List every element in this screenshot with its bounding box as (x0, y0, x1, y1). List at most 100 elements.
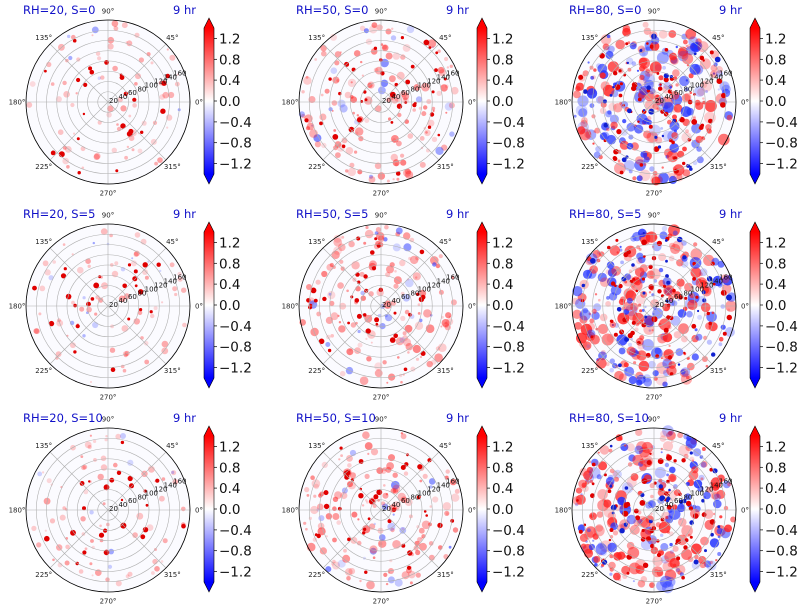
field-blob (405, 343, 413, 351)
field-blob (390, 35, 397, 41)
field-core (651, 316, 658, 323)
field-blob (153, 306, 158, 311)
field-blob (368, 176, 376, 183)
field-blob (396, 140, 402, 147)
field-blob (605, 110, 612, 118)
field-blob (644, 68, 654, 77)
field-blob (589, 103, 595, 108)
field-blob (130, 260, 137, 267)
field-blob (575, 487, 583, 494)
field-core (313, 298, 318, 303)
field-blob (611, 90, 619, 98)
field-blob (692, 160, 698, 166)
field-core (339, 446, 343, 450)
angle-tick-label: 90° (375, 212, 387, 220)
field-blob (330, 33, 337, 41)
field-blob (702, 97, 705, 100)
field-blob (339, 259, 344, 264)
field-blob (169, 54, 176, 61)
field-blob (657, 488, 666, 497)
panel-time-label: 9 hr (173, 411, 196, 425)
colorbar-outline (749, 425, 761, 593)
field-core-negative (679, 499, 684, 505)
field-blob (400, 380, 403, 384)
field-blob (720, 304, 726, 309)
angle-tick-label: 90° (102, 416, 114, 424)
field-core (403, 367, 408, 372)
field-blob (90, 381, 92, 383)
field-blob (124, 155, 128, 160)
field-blob (626, 346, 636, 356)
field-blob (394, 578, 403, 587)
radial-tick-label: 120 (154, 486, 167, 494)
angle-tick-label: 180° (555, 99, 572, 107)
field-blob (327, 291, 336, 300)
field-blob (134, 32, 140, 38)
field-core (323, 490, 329, 496)
field-blob (313, 483, 320, 490)
field-blob (330, 67, 338, 74)
angular-gridline (322, 247, 382, 307)
field-blob (427, 119, 435, 127)
angular-gridline (380, 509, 440, 569)
field-core (722, 331, 727, 336)
field-blob (442, 502, 451, 511)
field-core-negative (697, 309, 700, 313)
field-blob (75, 92, 78, 95)
field-blob (590, 75, 595, 80)
field-blob (144, 359, 150, 365)
field-blob (609, 245, 621, 256)
field-core (631, 85, 637, 92)
colorbar-tick-label: 1.2 (492, 235, 513, 251)
field-blob (615, 364, 619, 369)
colorbar-tick-label: 0.4 (219, 73, 240, 89)
field-blob (645, 46, 651, 52)
field-blob (454, 488, 460, 494)
radial-tick-label: 40 (118, 501, 127, 509)
field-blob (661, 225, 668, 232)
colorbar-tick-label: 1.2 (492, 439, 513, 455)
field-blob (629, 42, 637, 50)
field-core (613, 156, 618, 161)
field-blob (432, 109, 435, 112)
colorbar-tick-label: −0.8 (219, 136, 252, 152)
field-core (721, 92, 727, 99)
field-core-negative (665, 259, 668, 263)
field-blob (588, 312, 592, 316)
field-blob (379, 534, 386, 541)
radial-tick-label: 40 (118, 297, 127, 305)
angle-tick-label: 225° (308, 367, 325, 375)
field-blob (132, 103, 137, 108)
field-blob (95, 295, 100, 300)
field-blob (700, 477, 704, 481)
field-blob (393, 298, 396, 301)
field-core (663, 77, 669, 83)
field-blob (385, 28, 392, 35)
field-blob (49, 518, 56, 524)
field-blob (689, 91, 693, 94)
field-core-negative (693, 559, 699, 565)
field-core-negative (668, 488, 671, 492)
field-blob (689, 456, 695, 462)
colorbar-tick-label: −0.8 (219, 544, 252, 560)
colorbar-tick-label: 0.0 (219, 298, 240, 314)
field-core (363, 274, 368, 279)
field-core (370, 250, 375, 255)
field-blob (390, 300, 397, 306)
field-blob (597, 272, 607, 282)
field-blob (691, 353, 699, 361)
field-blob (609, 567, 614, 572)
colorbar-extend-min (477, 582, 487, 592)
angle-tick-label: 315° (437, 367, 454, 375)
field-blob (662, 381, 668, 387)
colorbar-tick-label: −0.4 (492, 115, 525, 131)
field-core (682, 161, 686, 166)
field-core (679, 116, 685, 123)
field-blob (400, 159, 407, 166)
field-blob (123, 353, 128, 358)
field-core (720, 289, 727, 296)
field-core (393, 311, 397, 315)
field-blob (598, 461, 608, 471)
field-blob (617, 159, 621, 163)
field-blob (667, 491, 670, 494)
